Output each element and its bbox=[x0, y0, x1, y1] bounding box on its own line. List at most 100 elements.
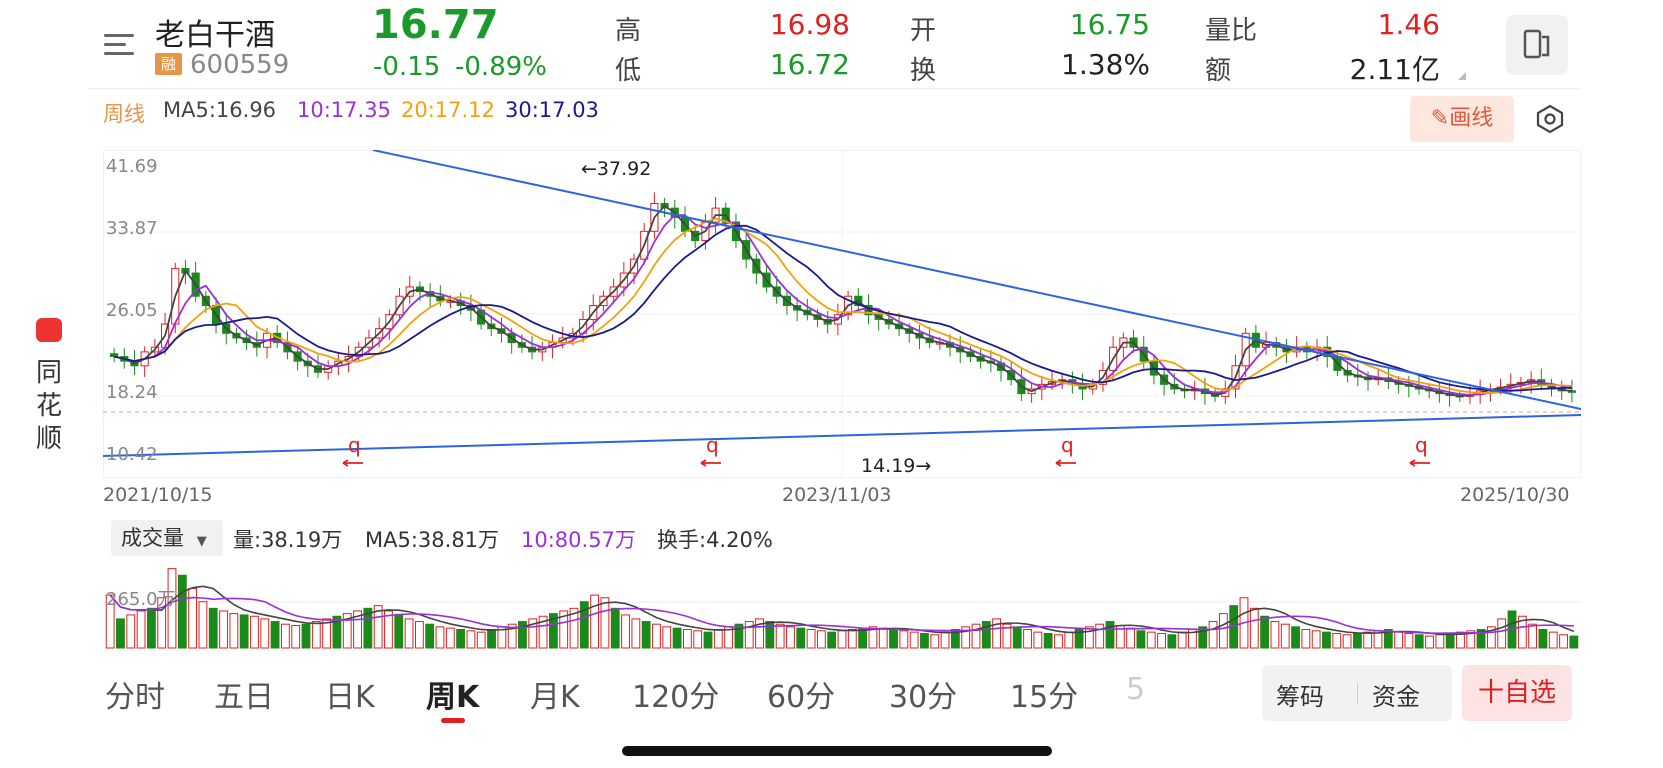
x-label-start: 2021/10/15 bbox=[103, 484, 213, 506]
volume-bar bbox=[487, 628, 496, 649]
volume-bar bbox=[992, 618, 1002, 649]
volume-bar bbox=[1301, 628, 1311, 649]
indicator-select[interactable]: 成交量 ▼ bbox=[111, 520, 223, 556]
tab-120min[interactable]: 120分 bbox=[632, 680, 720, 715]
volume-bar bbox=[456, 628, 466, 649]
volume-bar bbox=[1414, 634, 1424, 649]
volume-bar bbox=[1208, 621, 1218, 649]
volume-bar bbox=[373, 605, 383, 649]
add-favorite-button[interactable]: 十自选 bbox=[1462, 665, 1572, 721]
y-tick-4: 18.24 bbox=[106, 382, 158, 403]
event-marker[interactable]: q bbox=[348, 433, 361, 457]
volume-bar bbox=[1157, 632, 1166, 649]
y-tick-1: 41.69 bbox=[106, 156, 158, 177]
volume-bar bbox=[1074, 628, 1084, 649]
volume-bar bbox=[1280, 623, 1290, 649]
open-value: 16.75 bbox=[1069, 8, 1150, 41]
app-name-char-2: 花 bbox=[36, 391, 63, 421]
volume-ma-lines bbox=[109, 585, 1575, 636]
volratio-label: 量比 bbox=[1205, 16, 1258, 46]
stock-name: 老白干酒 bbox=[155, 18, 275, 53]
tab-5min[interactable]: 5 bbox=[1126, 672, 1146, 707]
volume-bar bbox=[177, 574, 187, 649]
volume-bar bbox=[569, 607, 579, 649]
candle bbox=[110, 353, 119, 358]
tab-weekly-k[interactable]: 周K bbox=[426, 680, 480, 715]
volume-bar bbox=[1177, 631, 1187, 649]
volume-bar bbox=[1559, 634, 1568, 649]
volume-bar bbox=[322, 618, 332, 649]
volume-bar bbox=[652, 623, 661, 649]
funds-button[interactable]: 资金 bbox=[1372, 683, 1420, 711]
tab-15min[interactable]: 15分 bbox=[1010, 680, 1079, 715]
tab-30min[interactable]: 30分 bbox=[889, 680, 958, 715]
volume-bar bbox=[1064, 631, 1074, 649]
volume-bar bbox=[920, 632, 929, 649]
tab-60min[interactable]: 60分 bbox=[767, 680, 836, 715]
volume-bar bbox=[961, 626, 971, 649]
volume-bar bbox=[342, 613, 352, 649]
tab-monthly-k[interactable]: 月K bbox=[530, 680, 580, 715]
volume-bar bbox=[1476, 628, 1486, 649]
indicator-select-label: 成交量 bbox=[121, 526, 184, 550]
volume-bar bbox=[157, 597, 167, 649]
volume-bar bbox=[270, 621, 280, 649]
volume-bar bbox=[1033, 631, 1043, 649]
volume-bar bbox=[146, 607, 156, 649]
event-arrow-icon bbox=[1409, 459, 1430, 467]
volume-bar bbox=[239, 614, 249, 649]
stock-code: 600559 bbox=[190, 50, 290, 80]
volume-bar bbox=[682, 628, 692, 649]
volume-bar bbox=[1084, 626, 1094, 649]
volume-bar bbox=[734, 623, 744, 649]
volume-y-tick: 265.0万 bbox=[106, 589, 176, 610]
volume-bar bbox=[662, 626, 672, 649]
volume-bar bbox=[755, 618, 764, 649]
volume-bar bbox=[827, 631, 837, 649]
min-price-annotation: 14.19→ bbox=[861, 455, 931, 477]
volume-bar bbox=[332, 615, 342, 649]
event-marker[interactable]: q bbox=[1061, 433, 1074, 457]
volume-bar bbox=[621, 614, 630, 649]
event-marker[interactable]: q bbox=[706, 433, 719, 457]
tab-intraday[interactable]: 分时 bbox=[105, 680, 165, 715]
tab-five-day[interactable]: 五日 bbox=[214, 680, 274, 715]
volume-chart[interactable]: 265.0万 bbox=[103, 558, 1581, 650]
volume-bar bbox=[363, 607, 373, 649]
kline-chart[interactable]: 41.69 33.87 26.05 18.24 10.42 ←37.92 14.… bbox=[103, 150, 1581, 478]
menu-icon[interactable] bbox=[104, 30, 140, 60]
volume-ma10-line bbox=[109, 594, 1574, 634]
volume-bar bbox=[229, 613, 239, 649]
low-label: 低 bbox=[615, 56, 642, 86]
volume-bar bbox=[672, 627, 682, 649]
max-price-annotation: ←37.92 bbox=[581, 158, 651, 180]
volume-bar bbox=[414, 621, 424, 649]
volume-bar bbox=[1218, 613, 1228, 649]
ma20-label: 20:17.12 bbox=[401, 98, 495, 122]
volume-bar bbox=[1383, 628, 1393, 649]
volume-bar bbox=[1311, 630, 1321, 649]
volume-bar bbox=[837, 630, 847, 649]
chips-button[interactable]: 筹码 bbox=[1276, 683, 1324, 711]
volume-bar bbox=[1012, 626, 1022, 649]
event-marker[interactable]: q bbox=[1415, 433, 1428, 457]
volume-bars bbox=[105, 568, 1579, 649]
high-value: 16.98 bbox=[769, 8, 850, 41]
app-logo-icon bbox=[36, 318, 62, 342]
volume-bar bbox=[280, 623, 290, 649]
price-change: -0.15 bbox=[373, 52, 441, 82]
ma5-label: MA5:16.96 bbox=[163, 98, 277, 122]
volume-bar bbox=[1023, 628, 1032, 649]
hexagon-settings-icon[interactable] bbox=[1535, 104, 1565, 134]
volume-bar bbox=[538, 615, 548, 649]
y-tick-5: 10.42 bbox=[106, 444, 158, 465]
volume-bar bbox=[167, 568, 177, 649]
low-value: 16.72 bbox=[769, 48, 850, 81]
draw-line-button[interactable]: ✎画线 bbox=[1410, 96, 1514, 142]
volume-bar bbox=[384, 610, 393, 649]
device-rotate-button[interactable] bbox=[1506, 15, 1568, 75]
volume-bar bbox=[105, 594, 115, 649]
volume-bar bbox=[291, 625, 301, 649]
volume-bar bbox=[1332, 632, 1342, 649]
tab-daily-k[interactable]: 日K bbox=[325, 680, 375, 715]
